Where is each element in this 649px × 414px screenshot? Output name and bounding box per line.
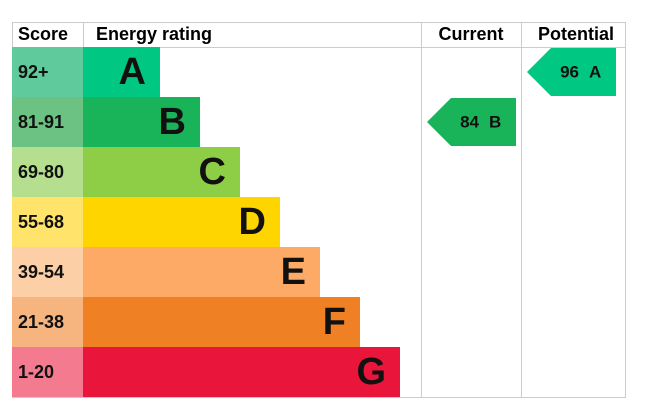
rating-letter: A [119, 51, 146, 93]
rating-letter: D [239, 201, 266, 243]
score-cell [12, 47, 83, 97]
score-cell [12, 297, 83, 347]
header-rating: Energy rating [96, 24, 212, 44]
score-cell [12, 97, 83, 147]
rating-bar [83, 347, 400, 397]
potential-value: 96 [560, 62, 579, 81]
rating-letter: C [199, 151, 226, 193]
score-cell [12, 347, 83, 397]
score-label: 92+ [18, 62, 49, 82]
rating-bar [83, 247, 320, 297]
potential-band: A [589, 62, 601, 81]
score-label: 55-68 [18, 212, 64, 232]
rating-letter: E [281, 251, 306, 293]
rating-bar [83, 297, 360, 347]
score-cell [12, 147, 83, 197]
rating-letter: F [323, 301, 346, 343]
rating-bar [83, 197, 280, 247]
score-label: 69-80 [18, 162, 64, 182]
score-cell [12, 197, 83, 247]
rating-bar [83, 147, 240, 197]
header-potential: Potential [538, 24, 614, 44]
score-label: 1-20 [18, 362, 54, 382]
rating-bar [83, 47, 160, 97]
rating-letter: B [159, 101, 186, 143]
current-arrow [427, 98, 516, 146]
score-label: 39-54 [18, 262, 64, 282]
score-label: 81-91 [18, 112, 64, 132]
current-band: B [489, 112, 501, 131]
score-cell [12, 247, 83, 297]
rating-letter: G [356, 351, 386, 393]
potential-arrow [527, 48, 616, 96]
header-score: Score [18, 24, 68, 44]
current-value: 84 [460, 112, 479, 131]
rating-bar [83, 97, 200, 147]
header-current: Current [438, 24, 503, 44]
score-label: 21-38 [18, 312, 64, 332]
